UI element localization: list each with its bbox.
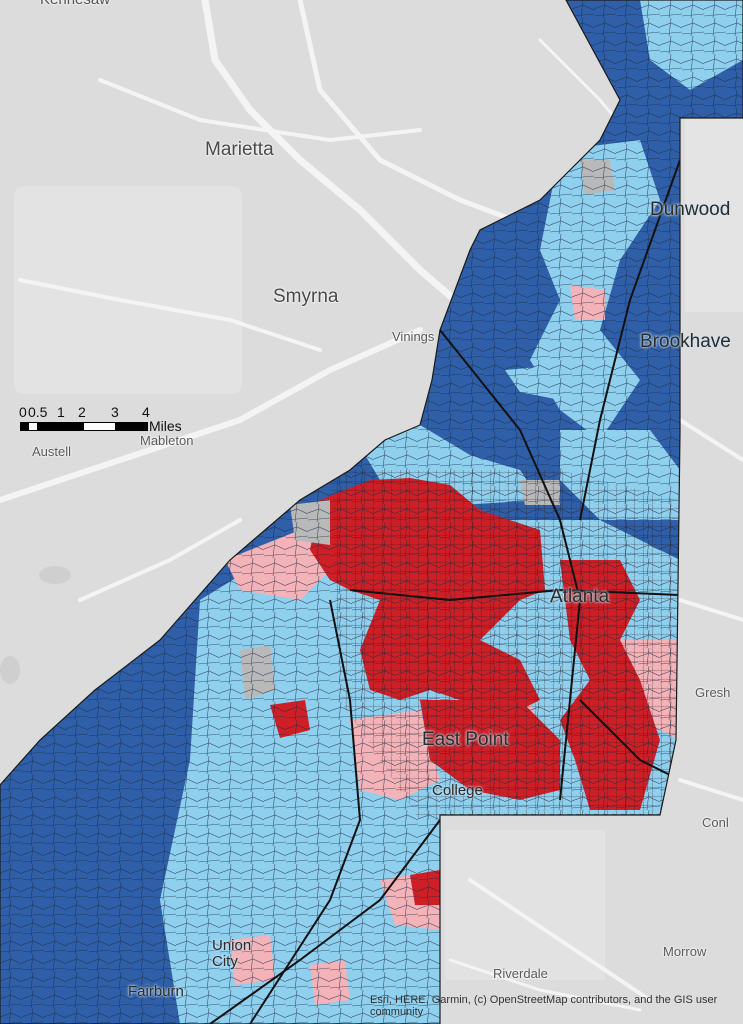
label-conley: Conl [702, 815, 729, 830]
label-kennesaw: Kennesaw [40, 0, 110, 8]
basemap-area-south [445, 830, 605, 980]
label-brookhaven: Brookhave [640, 331, 731, 352]
scale-tick-0: 0 [19, 404, 27, 420]
basemap-park-area [14, 186, 242, 394]
label-morrow: Morrow [663, 944, 707, 959]
scale-segment [115, 423, 147, 430]
label-smyrna: Smyrna [273, 286, 339, 307]
label-mableton: Mableton [140, 433, 194, 448]
label-marietta: Marietta [205, 139, 274, 160]
highways [209, 159, 681, 1024]
label-union-city: Union City [212, 937, 252, 970]
tract-boundaries-dense [330, 470, 680, 820]
label-vinings: Vinings [392, 329, 435, 344]
label-dunwoody: Dunwood [650, 199, 731, 220]
label-college-park: College [432, 782, 483, 799]
scale-tick-1: 1 [57, 404, 65, 420]
label-fairburn: Fairburn [128, 983, 184, 1000]
label-east-point: East Point [422, 729, 509, 750]
label-gresham: Gresh [695, 685, 731, 700]
scale-tick-2: 2 [78, 404, 86, 420]
scale-segment [37, 423, 53, 430]
label-atlanta: Atlanta [550, 586, 610, 607]
scale-segment [21, 423, 29, 430]
label-austell: Austell [32, 444, 72, 459]
scale-unit: Miles [149, 418, 182, 434]
scale-bar: 0 0.5 1 2 3 4 Miles [19, 404, 200, 434]
scale-tick-3: 3 [111, 404, 119, 420]
scale-tick-4: 4 [142, 404, 150, 420]
scale-bar-graphic [20, 422, 148, 431]
basemap-water [0, 566, 71, 684]
scale-tick-0-5: 0.5 [28, 404, 48, 420]
scale-segment [53, 423, 84, 430]
map-attribution: Esri, HERE, Garmin, (c) OpenStreetMap co… [370, 994, 718, 1018]
label-riverdale: Riverdale [493, 966, 548, 981]
basemap-area-east [685, 112, 743, 312]
